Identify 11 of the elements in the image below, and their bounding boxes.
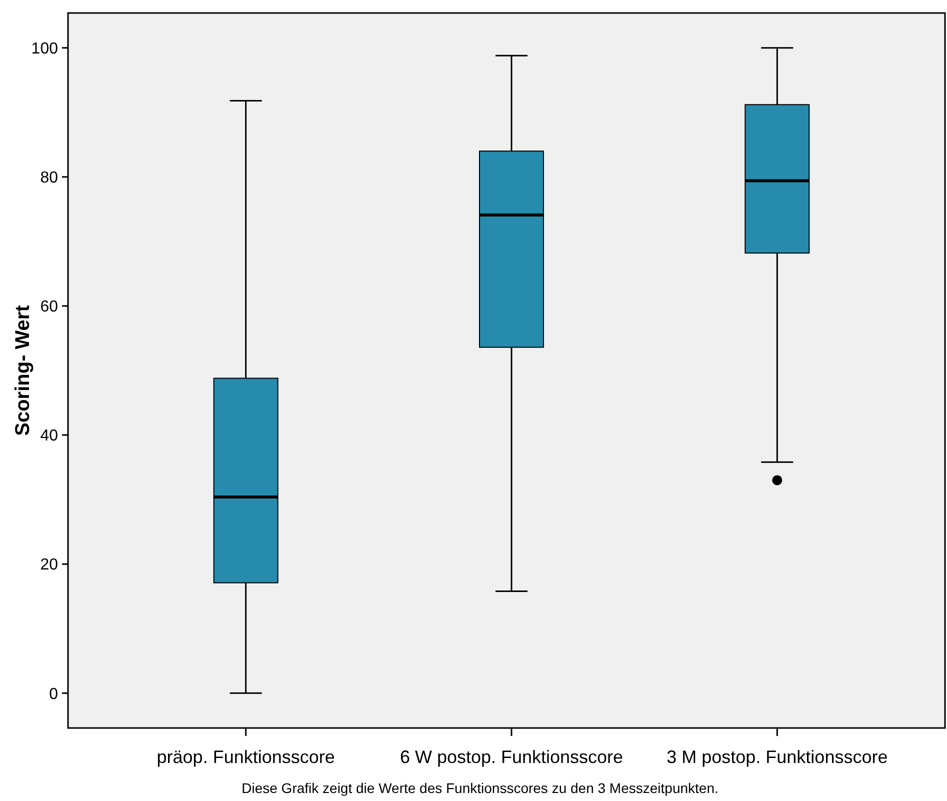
y-tick-label: 40 [40,428,58,445]
y-tick-label: 60 [40,298,58,316]
y-axis-title: Scoring- Wert [12,304,34,436]
text: Diese Grafik zeigt die Werte des Funktionsscores zu den 3 Messzeitpunkten. [242,780,718,796]
y-tick-label: 0 [49,686,58,703]
x-tick-label: 3 M postop. Funktionsscore [666,747,888,767]
y-tick-label: 20 [40,556,58,574]
x-tick-label: 6 W postop. Funktionsscore [400,747,624,767]
y-tick-label: 80 [40,170,58,187]
x-tick-label: präop. Funktionsscore [156,747,335,767]
y-tick-label: 100 [31,40,58,58]
